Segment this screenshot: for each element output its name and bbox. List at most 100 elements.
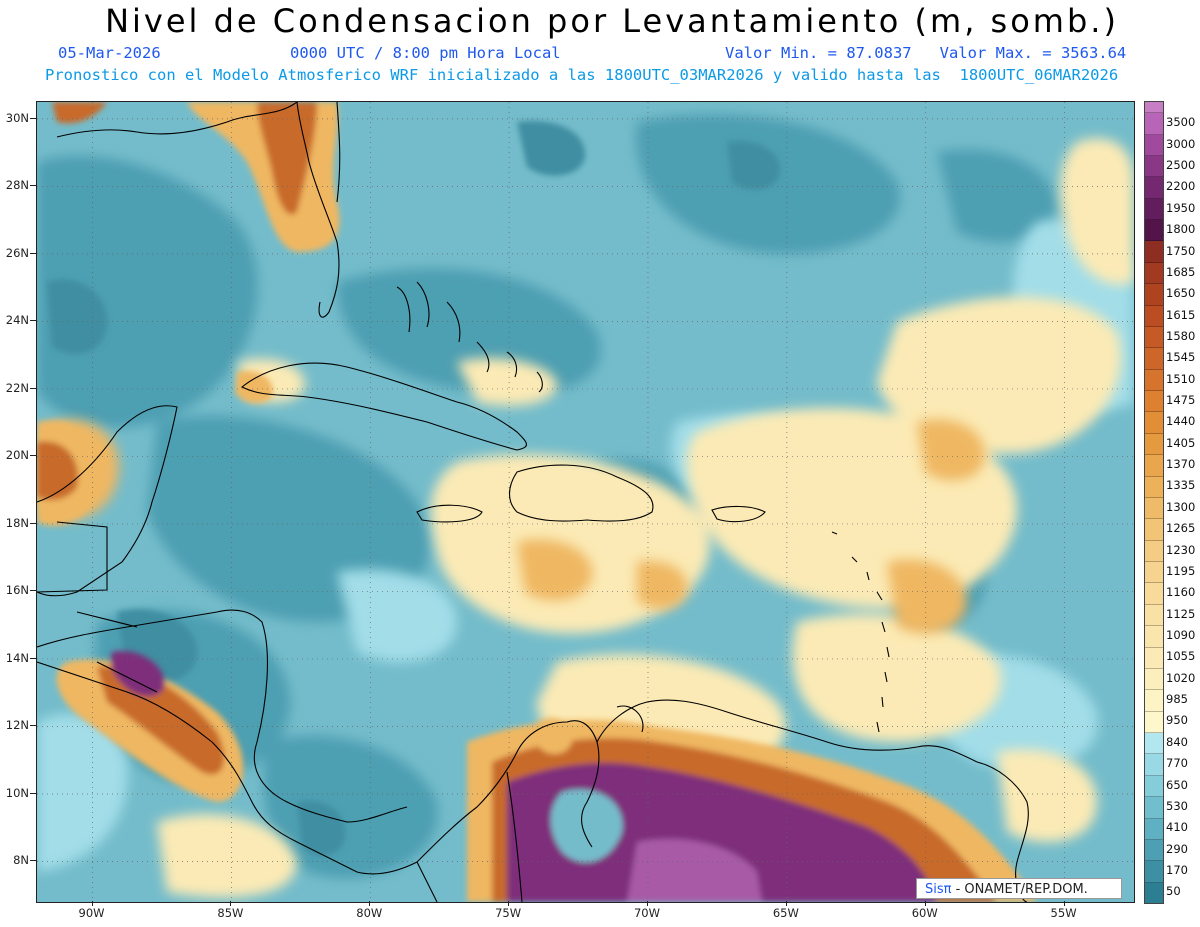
colorbar-swatch: [1145, 497, 1163, 520]
lon-tick: [646, 901, 648, 906]
colorbar-swatch: [1145, 626, 1163, 648]
colorbar-level-label: 2500: [1166, 158, 1196, 173]
colorbar-level-label: 1685: [1166, 264, 1196, 279]
colorbar-swatch: [1145, 797, 1163, 819]
colorbar-level-label: 410: [1166, 820, 1188, 835]
colorbar-level-label: 1510: [1166, 371, 1196, 386]
lat-tick-label: 18N: [5, 515, 29, 530]
colorbar-swatch: [1145, 241, 1163, 263]
lon-tick: [369, 901, 371, 906]
colorbar-swatch: [1145, 433, 1163, 456]
colorbar-level-label: 3500: [1166, 115, 1196, 130]
shaded-field: [37, 102, 1134, 902]
colorbar-level-label: 1230: [1166, 542, 1196, 557]
lat-tick-label: 22N: [5, 380, 29, 395]
colorbar-swatch-top: [1145, 102, 1163, 114]
colorbar-level-label: 1335: [1166, 478, 1196, 493]
colorbar-level-label: 770: [1166, 756, 1188, 771]
colorbar-swatch: [1145, 134, 1163, 156]
colorbar-swatch: [1145, 882, 1163, 904]
colorbar-level-label: 650: [1166, 777, 1188, 792]
lowest-lcl-regions: [47, 121, 781, 856]
lon-tick-label: 65W: [772, 906, 799, 920]
colorbar-swatch: [1145, 711, 1163, 734]
colorbar-level-label: 290: [1166, 841, 1188, 856]
coastlines: [37, 102, 1029, 902]
lat-tick: [30, 725, 36, 727]
valid-time: 0000 UTC / 8:00 pm Hora Local: [290, 44, 561, 62]
colorbar-swatch: [1145, 690, 1163, 712]
lon-tick: [785, 901, 787, 906]
colorbar-swatch: [1145, 391, 1163, 413]
colorbar-swatch: [1145, 305, 1163, 327]
lon-tick-label: 90W: [78, 906, 105, 920]
lat-tick: [30, 590, 36, 592]
colorbar-swatch: [1145, 839, 1163, 862]
lat-tick: [30, 792, 36, 794]
colorbar-level-label: 1650: [1166, 286, 1196, 301]
colorbar-swatch: [1145, 647, 1163, 669]
colorbar-swatch: [1145, 262, 1163, 285]
lat-tick: [30, 320, 36, 322]
colorbar-swatch: [1145, 540, 1163, 563]
lon-tick-label: 80W: [356, 906, 383, 920]
lat-tick: [30, 522, 36, 524]
colorbar-level-label: 170: [1166, 862, 1188, 877]
colorbar-swatch: [1145, 476, 1163, 498]
colorbar-level-label: 1020: [1166, 670, 1196, 685]
lat-tick: [30, 387, 36, 389]
colorbar-swatch: [1145, 754, 1163, 776]
lat-tick-label: 28N: [5, 178, 29, 193]
colorbar-level-label: 1440: [1166, 414, 1196, 429]
lat-tick-label: 30N: [5, 110, 29, 125]
lat-tick-label: 14N: [5, 650, 29, 665]
lat-tick: [30, 860, 36, 862]
colorbar-swatch: [1145, 369, 1163, 392]
lat-tick-label: 8N: [13, 853, 29, 868]
colorbar-swatch: [1145, 775, 1163, 798]
lon-tick: [924, 901, 926, 906]
lon-tick-label: 70W: [633, 906, 660, 920]
colorbar-level-label: 1405: [1166, 435, 1196, 450]
lat-tick-label: 24N: [5, 313, 29, 328]
colorbar-swatch: [1145, 519, 1163, 541]
lon-tick-label: 60W: [911, 906, 938, 920]
colorbar-level-label: 1265: [1166, 521, 1196, 536]
lat-tick-label: 16N: [5, 583, 29, 598]
lat-tick-label: 20N: [5, 448, 29, 463]
colorbar-swatch: [1145, 604, 1163, 627]
colorbar-swatch: [1145, 198, 1163, 221]
colorbar-level-label: 1475: [1166, 393, 1196, 408]
lat-tick-label: 26N: [5, 245, 29, 260]
colorbar-level-label: 1160: [1166, 585, 1196, 600]
colorbar-level-label: 1950: [1166, 200, 1196, 215]
colorbar-swatch: [1145, 348, 1163, 370]
colorbar-level-label: 950: [1166, 713, 1188, 728]
lcl-field-map: [37, 102, 1134, 902]
colorbar-level-label: 1090: [1166, 628, 1196, 642]
colorbar-level-label: 50: [1166, 884, 1181, 899]
colorbar-level-label: 1615: [1166, 307, 1196, 322]
colorbar-swatch: [1145, 818, 1163, 840]
colorbar-level-label: 530: [1166, 798, 1188, 813]
lon-tick: [1063, 901, 1065, 906]
lon-tick-label: 75W: [495, 906, 522, 920]
valid-date: 05-Mar-2026: [58, 44, 161, 62]
lat-tick-label: 12N: [5, 718, 29, 733]
colorbar-swatch: [1145, 455, 1163, 477]
colorbar-level-label: 2200: [1166, 179, 1196, 194]
colorbar-level-label: 1750: [1166, 243, 1196, 258]
lat-tick-label: 10N: [5, 785, 29, 800]
colorbar-level-label: 1055: [1166, 649, 1196, 664]
credit-text: - ONAMET/REP.DOM.: [951, 882, 1088, 897]
colorbar-swatch: [1145, 284, 1163, 306]
colorbar-level-label: 1370: [1166, 457, 1196, 472]
lat-tick: [30, 117, 36, 119]
colorbar-swatch: [1145, 583, 1163, 605]
colorbar-swatch: [1145, 113, 1163, 135]
colorbar-swatch: [1145, 668, 1163, 691]
brand-logo-text: Sisπ: [925, 882, 952, 897]
colorbar-level-label: 1125: [1166, 606, 1196, 621]
lat-tick: [30, 657, 36, 659]
colorbar-level-label: 840: [1166, 734, 1188, 749]
